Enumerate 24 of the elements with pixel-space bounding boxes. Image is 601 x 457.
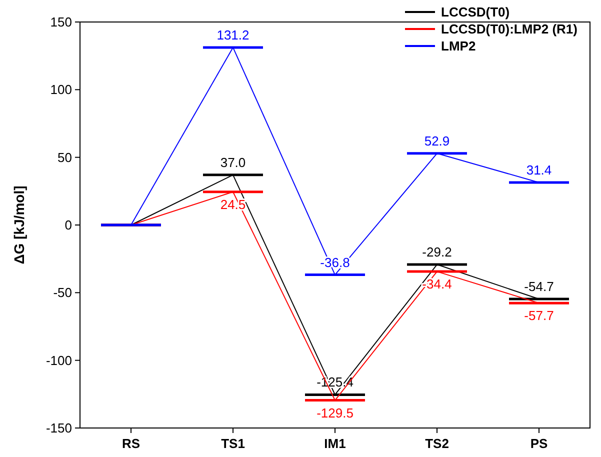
- y-axis-title: ΔG [kJ/mol]: [11, 186, 27, 264]
- data-label: -54.7: [524, 279, 554, 294]
- data-label: 31.4: [526, 162, 552, 178]
- y-tick-label: -100: [46, 352, 72, 368]
- y-tick-label: -150: [46, 420, 72, 436]
- data-label: 131.2: [216, 27, 250, 42]
- y-tick-label: 0: [64, 218, 72, 232]
- x-tick-label: TS1: [221, 436, 245, 451]
- y-tick-label: -50: [53, 285, 72, 300]
- y-tick-label: 150: [50, 14, 72, 30]
- data-label: -29.2: [422, 244, 452, 260]
- x-tick-label: PS: [530, 436, 548, 451]
- x-tick-label: TS2: [425, 436, 449, 451]
- data-label: -57.7: [524, 308, 554, 324]
- data-label: 52.9: [424, 133, 450, 148]
- y-tick-label: 100: [50, 82, 72, 98]
- x-tick-label: RS: [122, 436, 140, 451]
- legend-label: LCCSD(T0): [441, 4, 510, 20]
- x-tick-label: IM1: [324, 436, 346, 451]
- data-label: 37.0: [220, 154, 246, 170]
- legend-label: LCCSD(T0):LMP2 (R1): [441, 22, 578, 36]
- data-label: -129.5: [316, 405, 354, 420]
- legend-label: LMP2: [441, 38, 476, 54]
- y-tick-label: 50: [58, 150, 72, 165]
